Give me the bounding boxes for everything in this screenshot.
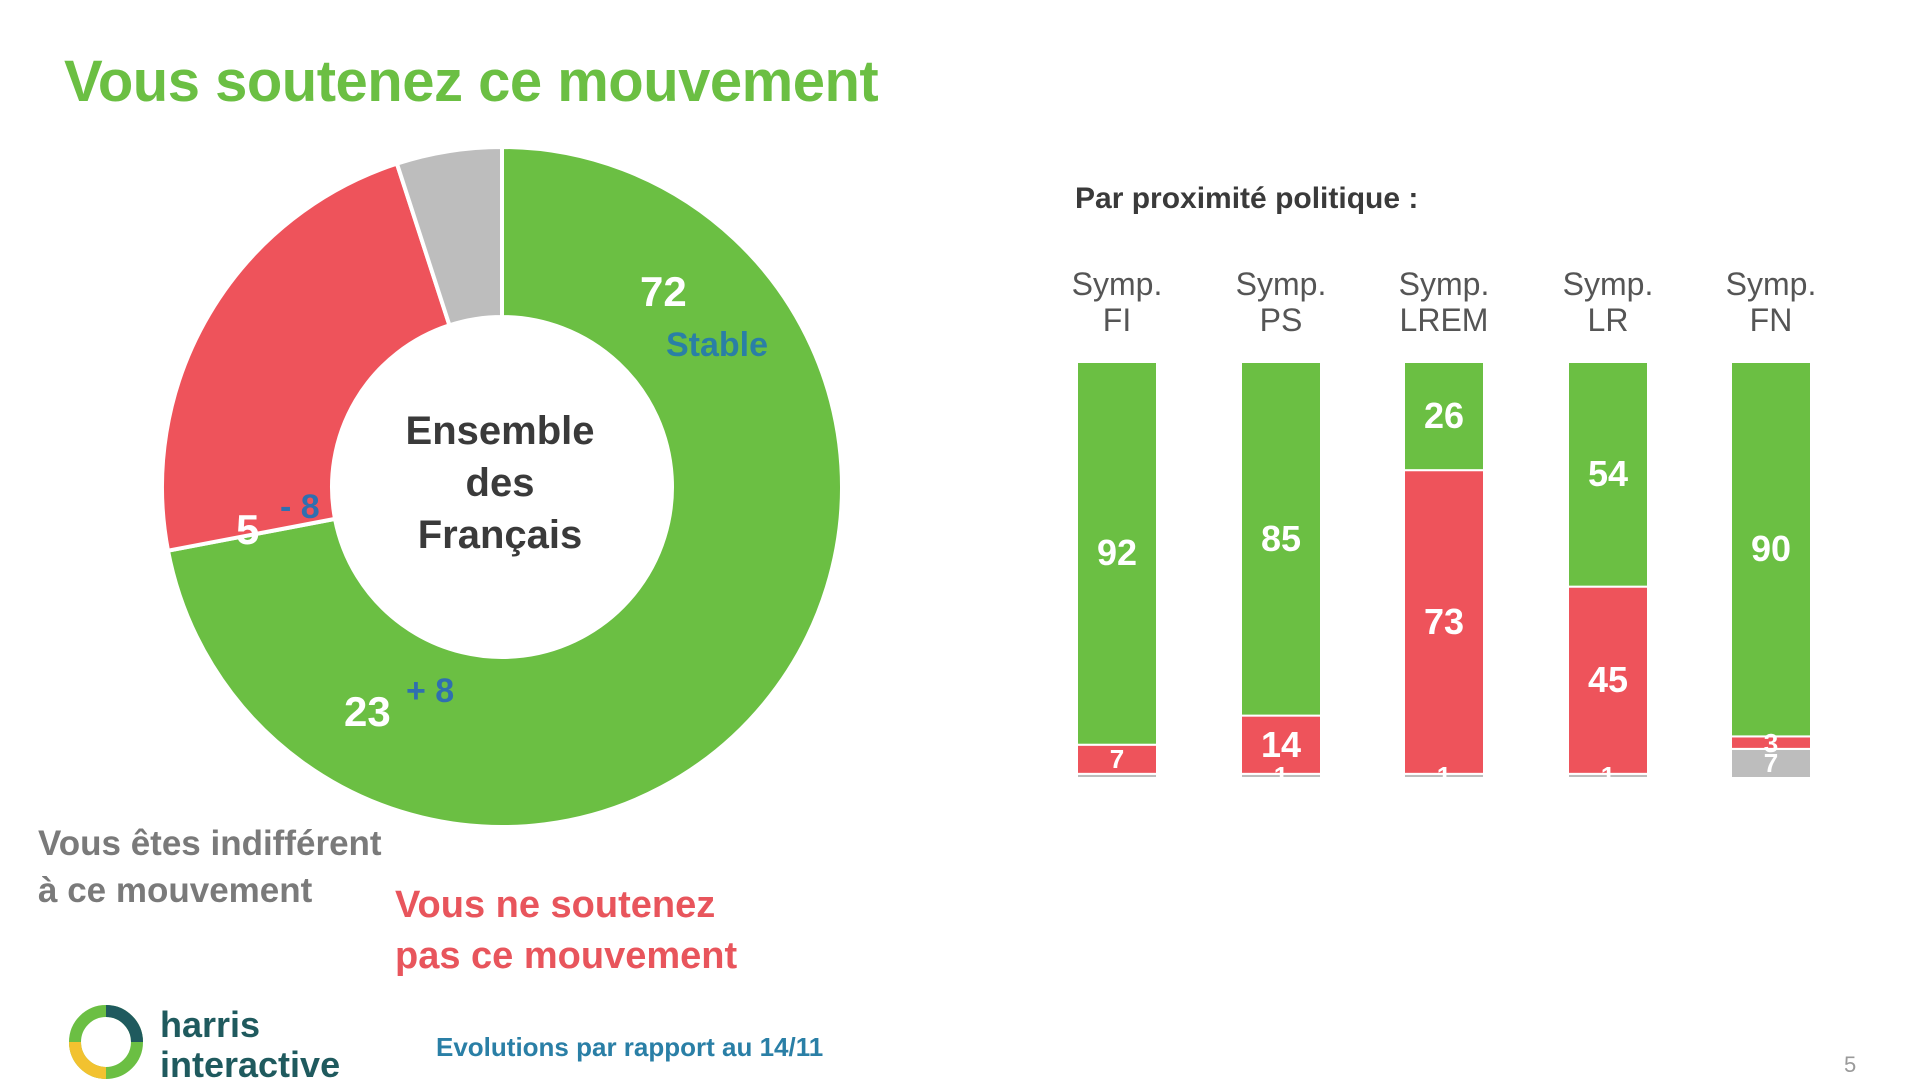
category-label-line: Symp. (1071, 266, 1163, 302)
indifferent-value-label: 5 (236, 506, 260, 553)
category-label: Symp. FN (1701, 266, 1841, 338)
donut-slice-2 (394, 144, 504, 328)
bar-segment-support (1240, 361, 1322, 717)
donut-slice-0 (165, 144, 844, 829)
bar-segment-oppose (1240, 714, 1322, 775)
oppose-evolution-label: + 8 (406, 672, 455, 710)
support-value-label: 72 (640, 268, 687, 315)
donut-center-line: Français (417, 513, 583, 557)
bar-value-label: 7 (1763, 748, 1779, 779)
bar-value-label: 45 (1587, 659, 1629, 701)
category-label: Symp. LR (1538, 266, 1678, 338)
bar-segment-support (1403, 361, 1485, 472)
bar-value-label: 14 (1260, 723, 1302, 765)
category-label: Symp. LREM (1374, 266, 1514, 338)
category-label-line: PS (1259, 302, 1303, 338)
donut-center-line: Ensemble (405, 409, 595, 453)
logo-line: harris (160, 1004, 261, 1045)
bar-value-label: 73 (1423, 601, 1465, 642)
bar-value-label: 1 (1273, 760, 1289, 791)
donut-slice-1 (160, 161, 452, 554)
category-label-line: Symp. (1398, 266, 1490, 302)
harris-logo-icon (69, 1005, 143, 1079)
bar-segment-oppose (1567, 585, 1649, 775)
category-label-line: Symp. (1562, 266, 1654, 302)
donut-center-label: Ensemble des Français (350, 405, 650, 561)
bar-value-label: 7 (1109, 744, 1125, 775)
bar-value-label: 92 (1096, 532, 1138, 574)
bars-title: Par proximité politique : (1075, 182, 1419, 215)
legend-oppose: Vous ne soutenez pas ce mouvement (395, 880, 737, 982)
category-label-line: Symp. (1725, 266, 1817, 302)
category-label: Symp. PS (1211, 266, 1351, 338)
bar-value-label: 1 (1436, 760, 1452, 791)
category-label-line: FI (1102, 302, 1132, 338)
page-title: Vous soutenez ce mouvement (64, 49, 879, 114)
legend-indifferent-line: à ce mouvement (38, 871, 313, 910)
bar-value-label: 90 (1750, 528, 1792, 570)
bar-value-label: 3 (1763, 727, 1779, 758)
bar-segment-support (1730, 361, 1812, 738)
bar-segment-support (1076, 361, 1158, 746)
bar-value-label: 85 (1260, 517, 1302, 559)
page-number: 5 (1844, 1052, 1857, 1077)
harris-logo-text: harris interactive (160, 1005, 340, 1085)
footer-note: Evolutions par rapport au 14/11 (436, 1032, 824, 1062)
category-label-line: LR (1587, 302, 1629, 338)
bar-value-label: 54 (1587, 453, 1629, 495)
bar-segment-support (1567, 361, 1649, 588)
legend-oppose-line: pas ce mouvement (395, 935, 738, 977)
category-label: Symp. FI (1047, 266, 1187, 338)
bar-value-label: 26 (1423, 395, 1465, 437)
bar-segment-oppose (1403, 469, 1485, 775)
indifferent-evolution-label: - 8 (280, 488, 320, 526)
category-label-line: LREM (1399, 302, 1489, 338)
bar-value-label: 1 (1600, 760, 1616, 791)
category-label-line: Symp. (1235, 266, 1327, 302)
legend-indifferent: Vous êtes indifférent à ce mouvement (38, 820, 382, 914)
logo-line: interactive (160, 1044, 341, 1085)
bar-segment-indifferent (1730, 747, 1812, 780)
category-label-line: FN (1749, 302, 1793, 338)
oppose-value-label: 23 (344, 688, 391, 735)
support-evolution-label: Stable (666, 326, 769, 364)
legend-oppose-line: Vous ne soutenez (395, 884, 716, 926)
donut-center-line: des (465, 461, 535, 505)
legend-indifferent-line: Vous êtes indifférent (38, 824, 382, 863)
